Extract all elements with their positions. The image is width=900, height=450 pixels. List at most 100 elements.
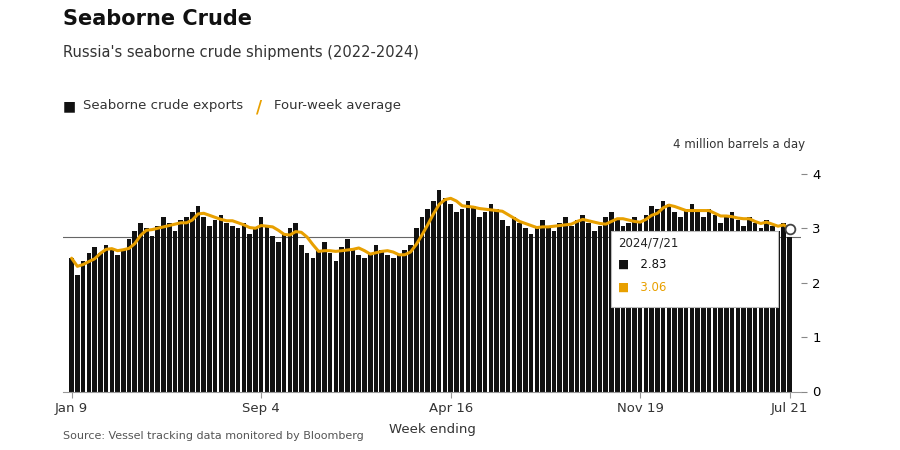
Bar [334,261,338,392]
Bar [460,209,464,392]
Bar [638,223,643,392]
Text: ■   3.06: ■ 3.06 [618,281,667,294]
Bar [414,228,418,392]
Bar [316,250,321,392]
Bar [535,225,539,392]
Bar [339,248,344,392]
Bar [139,223,143,392]
Bar [236,228,240,392]
Text: ■: ■ [63,99,76,113]
Bar [776,231,780,392]
Bar [402,250,407,392]
Bar [161,217,166,392]
Bar [345,239,349,392]
Bar [563,217,568,392]
Bar [81,261,86,392]
Bar [426,209,430,392]
Bar [167,223,172,392]
Bar [644,215,648,392]
Bar [718,223,723,392]
Bar [788,238,792,392]
Bar [207,225,211,392]
Bar [706,209,711,392]
Bar [529,234,534,392]
Bar [219,215,223,392]
Bar [592,231,597,392]
Bar [552,231,556,392]
Bar [546,228,551,392]
Bar [431,201,436,392]
Bar [626,223,631,392]
Bar [149,236,154,392]
Bar [759,228,763,392]
Bar [448,204,453,392]
Bar [667,204,671,392]
Bar [98,253,103,392]
FancyBboxPatch shape [611,231,778,307]
Bar [121,249,126,392]
Text: Russia's seaborne crude shipments (2022-2024): Russia's seaborne crude shipments (2022-… [63,45,418,60]
Bar [178,220,183,392]
Bar [713,215,717,392]
Bar [672,212,677,392]
Bar [173,231,177,392]
Bar [518,223,522,392]
Bar [397,256,401,392]
Bar [293,223,298,392]
Bar [115,256,120,392]
Bar [322,242,327,392]
Bar [419,217,424,392]
Bar [270,236,274,392]
X-axis label: Week ending: Week ending [389,423,475,436]
Text: Four-week average: Four-week average [274,99,401,112]
Text: ■   2.83: ■ 2.83 [618,258,667,271]
Bar [742,225,746,392]
Bar [248,234,252,392]
Bar [489,204,493,392]
Bar [603,217,608,392]
Bar [288,228,292,392]
Bar [75,274,80,392]
Bar [362,258,367,392]
Bar [500,220,505,392]
Bar [93,248,97,392]
Text: Source: Vessel tracking data monitored by Bloomberg: Source: Vessel tracking data monitored b… [63,431,364,441]
Bar [253,228,257,392]
Bar [730,212,734,392]
Bar [190,212,194,392]
Bar [276,242,281,392]
Text: Seaborne Crude: Seaborne Crude [63,9,252,29]
Bar [764,220,769,392]
Bar [156,225,160,392]
Bar [580,215,585,392]
Bar [506,225,510,392]
Bar [752,223,758,392]
Bar [586,223,590,392]
Bar [557,223,562,392]
Bar [328,253,332,392]
Bar [770,225,775,392]
Bar [472,207,476,392]
Bar [724,217,729,392]
Bar [310,258,315,392]
Bar [380,250,384,392]
Bar [86,253,91,392]
Bar [701,217,706,392]
Bar [305,253,310,392]
Bar [655,209,660,392]
Bar [443,198,447,392]
Bar [696,212,700,392]
Bar [575,220,580,392]
Bar [230,225,235,392]
Bar [609,212,614,392]
Bar [110,250,114,392]
Bar [202,217,206,392]
Bar [465,201,470,392]
Bar [132,231,137,392]
Text: 2024/7/21: 2024/7/21 [618,236,679,249]
Bar [684,209,688,392]
Bar [747,217,752,392]
Bar [735,220,740,392]
Bar [282,234,286,392]
Bar [598,225,602,392]
